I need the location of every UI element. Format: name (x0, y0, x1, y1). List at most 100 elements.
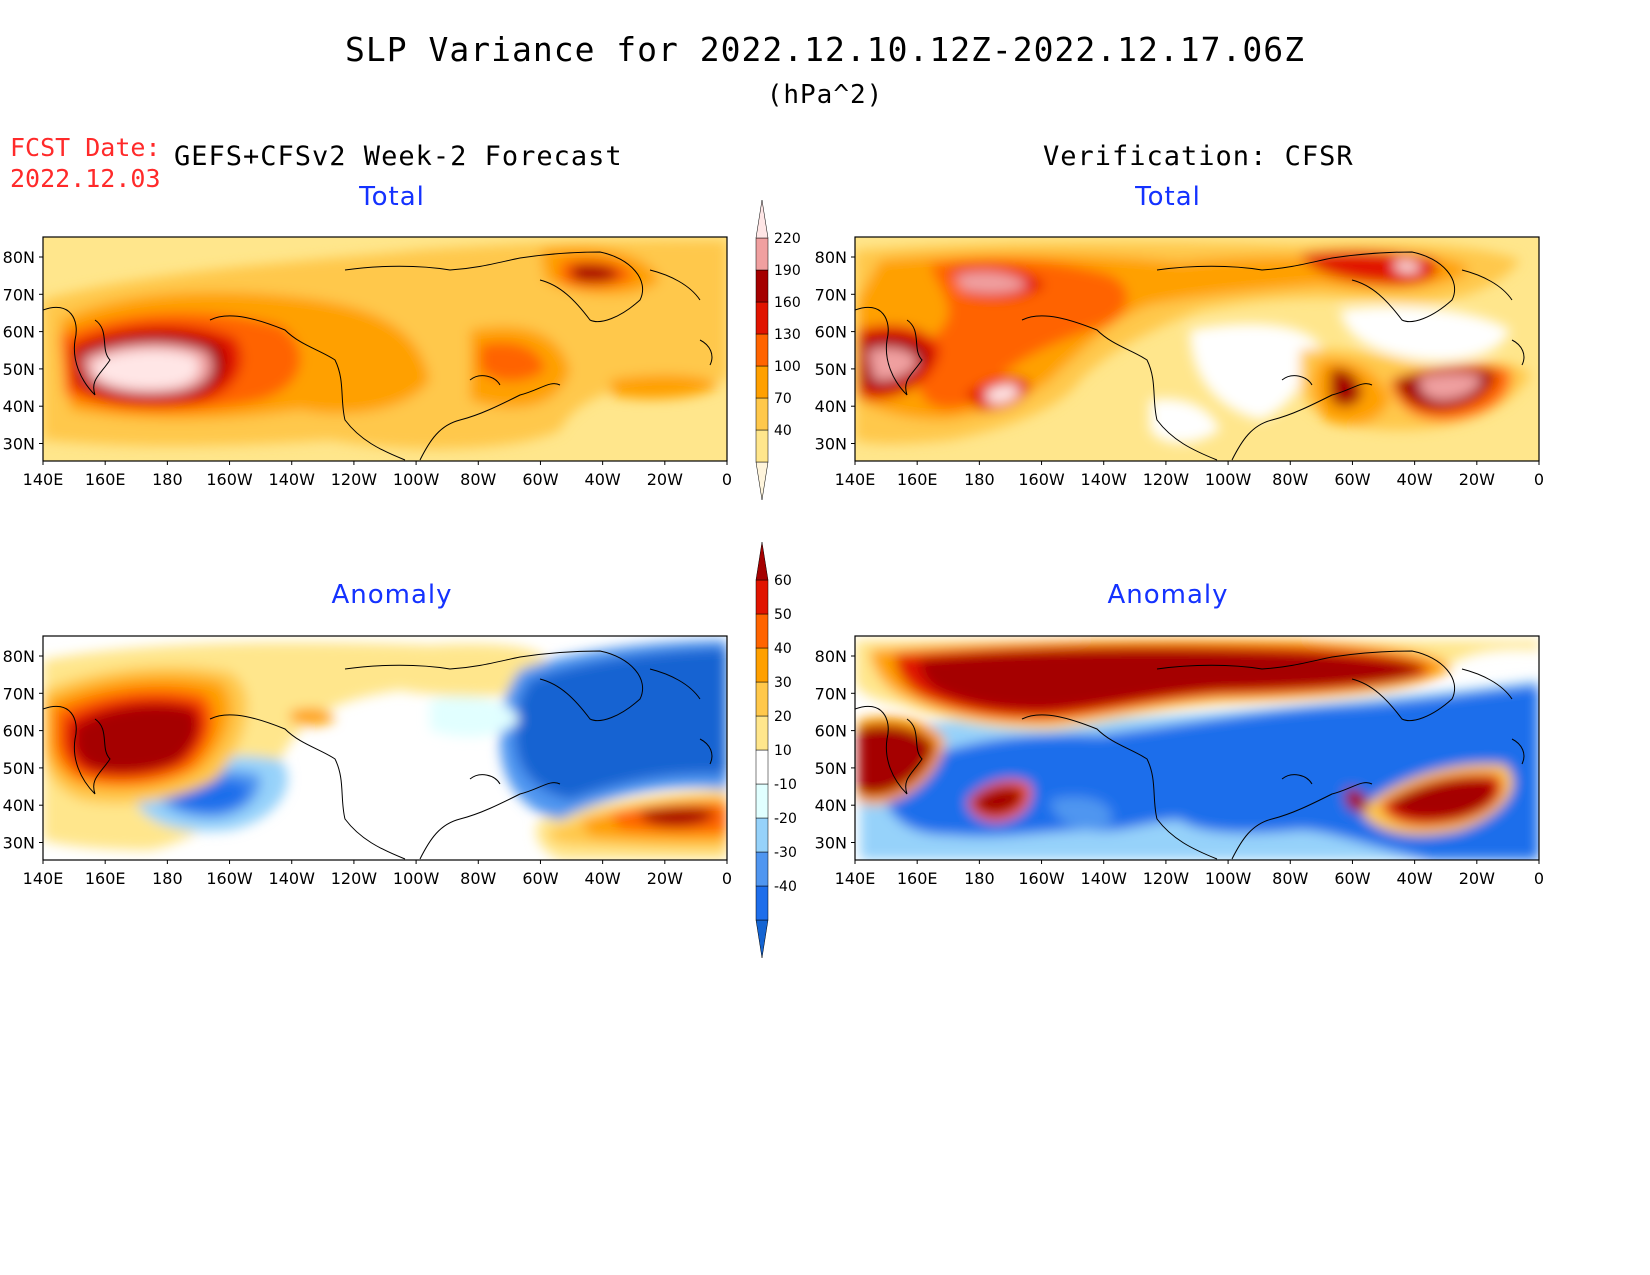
lat-tick-label: 80N (815, 647, 847, 666)
anomaly-colorbar-level-label: -10 (774, 777, 797, 793)
anomaly-colorbar-level-label: 10 (774, 743, 792, 759)
lon-tick-label: 80W (1272, 470, 1308, 489)
figure-units: (hPa^2) (766, 80, 884, 110)
lat-tick-label: 30N (815, 834, 847, 853)
anomaly-colorbar-swatch (755, 613, 769, 649)
lon-tick-label: 120W (1143, 470, 1190, 489)
frame-forecast-total (42, 236, 728, 462)
lat-tick-label: 50N (815, 360, 847, 379)
anomaly-colorbar-swatch (755, 783, 769, 819)
lat-tick-label: 60N (815, 323, 847, 342)
anomaly-colorbar-upper-extension (755, 541, 769, 581)
lon-tick-label: 140W (269, 869, 316, 888)
total-colorbar-lower-extension (755, 461, 769, 501)
anomaly-colorbar-swatch (755, 851, 769, 887)
lon-tick-label: 120W (1143, 869, 1190, 888)
total-colorbar-level-label: 100 (774, 359, 801, 375)
lon-tick-label: 120W (331, 869, 378, 888)
lon-tick-label: 140W (269, 470, 316, 489)
lon-tick-label: 140E (23, 470, 64, 489)
lon-tick-label: 160E (85, 869, 126, 888)
lon-tick-label: 0 (722, 470, 732, 489)
total-colorbar-upper-extension (755, 199, 769, 239)
lon-tick-label: 160E (897, 869, 938, 888)
anomaly-colorbar-level-label: -20 (774, 811, 797, 827)
panel-title-forecast-total: Total (359, 182, 425, 212)
total-colorbar-swatch (755, 333, 769, 367)
anomaly-colorbar-lower-extension (755, 919, 769, 959)
map-frames (42, 236, 1540, 861)
total-colorbar-level-label: 160 (774, 295, 801, 311)
lon-tick-label: 160W (1018, 470, 1065, 489)
lon-tick-label: 160W (1018, 869, 1065, 888)
forecast-date-label: FCST Date: (10, 133, 161, 162)
lon-tick-label: 140W (1081, 869, 1128, 888)
lat-tick-label: 80N (3, 248, 35, 267)
lon-tick-label: 80W (460, 470, 496, 489)
lon-tick-label: 100W (393, 470, 440, 489)
total-colorbar-swatch (755, 301, 769, 335)
lat-tick-label: 30N (3, 834, 35, 853)
coastline-forecast-anomaly (43, 650, 713, 860)
frame-forecast-anomaly (42, 635, 728, 861)
lon-tick-label: 60W (1334, 869, 1370, 888)
lon-tick-label: 0 (1534, 869, 1544, 888)
anomaly-colorbar-level-label: -30 (774, 845, 797, 861)
lon-tick-label: 60W (522, 869, 558, 888)
panel-title-forecast-anomaly: Anomaly (331, 580, 453, 610)
axes-layer: 80N 70N 60N 50N 40N 30N 140E 160E 180 160W 140W 120… (3, 248, 1544, 888)
lon-tick-label: 140E (835, 869, 876, 888)
lon-tick-label: 40W (585, 869, 621, 888)
lon-tick-label: 180 (152, 470, 183, 489)
lat-tick-label: 70N (3, 684, 35, 703)
coastlines (43, 251, 1525, 860)
lat-tick-label: 80N (815, 248, 847, 267)
frame-verification-anomaly (854, 635, 1540, 861)
forecast-date-block: FCST Date: 2022.12.03 (10, 132, 161, 194)
lon-tick-label: 80W (1272, 869, 1308, 888)
lat-tick-label: 40N (815, 397, 847, 416)
anomaly-colorbar-level-label: 30 (774, 675, 792, 691)
lat-tick-label: 70N (3, 285, 35, 304)
lon-tick-label: 120W (331, 470, 378, 489)
total-colorbar-swatch (755, 237, 769, 271)
anomaly-colorbar-level-label: 40 (774, 641, 792, 657)
anomaly-colorbar-level-label: 50 (774, 607, 792, 623)
lon-tick-label: 40W (1397, 869, 1433, 888)
map-verification-total (855, 237, 1539, 461)
anomaly-colorbar-level-label: -40 (774, 879, 797, 895)
lat-tick-label: 40N (815, 796, 847, 815)
map-forecast-anomaly (43, 636, 727, 860)
lat-tick-label: 40N (3, 796, 35, 815)
lon-tick-label: 180 (964, 470, 995, 489)
anomaly-colorbar-swatch (755, 681, 769, 717)
panel-title-verification-anomaly: Anomaly (1107, 580, 1229, 610)
total-colorbar-level-label: 70 (774, 391, 792, 407)
lon-tick-label: 20W (647, 869, 683, 888)
lon-tick-label: 0 (1534, 470, 1544, 489)
lon-tick-label: 140W (1081, 470, 1128, 489)
total-colorbar-swatch (755, 429, 769, 463)
lon-tick-label: 60W (1334, 470, 1370, 489)
lat-tick-label: 70N (815, 684, 847, 703)
lon-tick-label: 180 (152, 869, 183, 888)
lat-tick-label: 80N (3, 647, 35, 666)
lon-tick-label: 140E (835, 470, 876, 489)
anomaly-colorbar-swatch (755, 647, 769, 683)
total-colorbar-swatch (755, 397, 769, 431)
map-forecast-total (43, 237, 727, 461)
lat-tick-label: 50N (815, 759, 847, 778)
lon-tick-label: 160W (206, 470, 253, 489)
anomaly-colorbar-swatch (755, 715, 769, 751)
coastline-forecast-total (43, 251, 713, 461)
coastline-verification-anomaly (855, 650, 1525, 860)
colorbar-layer: 40 70 100 130 160 190 220 -40 -30 -20 -10 10 20 30 40 5… (755, 199, 801, 959)
anomaly-colorbar-level-label: 20 (774, 709, 792, 725)
lon-tick-label: 20W (647, 470, 683, 489)
frame-verification-total (854, 236, 1540, 462)
total-colorbar-swatch (755, 365, 769, 399)
lat-tick-label: 30N (3, 435, 35, 454)
total-colorbar-swatch (755, 269, 769, 303)
total-colorbar-level-label: 130 (774, 327, 801, 343)
